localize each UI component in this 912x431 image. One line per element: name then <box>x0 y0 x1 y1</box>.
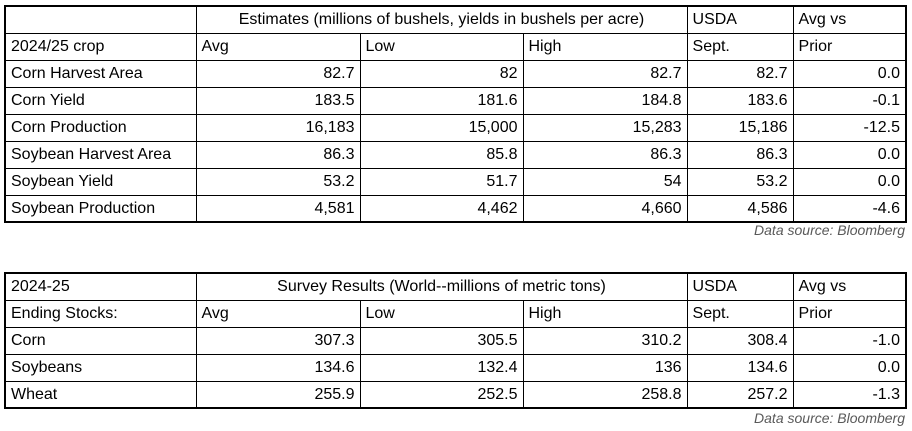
table-row: Soybean Yield 53.2 51.7 54 53.2 0.0 <box>4 167 907 196</box>
table-row: Corn Yield 183.5 181.6 184.8 183.6 -0.1 <box>4 86 907 115</box>
avg-vs-header: Avg vs <box>792 5 907 34</box>
column-header-prior: Prior <box>792 32 907 61</box>
table-row: Soybeans 134.6 132.4 136 134.6 0.0 <box>4 353 907 382</box>
ending-stocks-table: 2024-25 Survey Results (World--millions … <box>4 272 908 409</box>
value-cell: 82 <box>359 59 524 88</box>
data-source-note: Data source: Bloomberg <box>754 410 905 426</box>
estimates-table-title: Estimates (millions of bushels, yields i… <box>195 5 688 34</box>
value-cell: 15,000 <box>359 113 524 142</box>
value-cell: 82.7 <box>686 59 794 88</box>
row-label: Corn Production <box>4 113 197 142</box>
value-cell: 86.3 <box>195 140 361 169</box>
value-cell: 4,660 <box>522 194 688 223</box>
estimates-table-header: Estimates (millions of bushels, yields i… <box>4 5 907 61</box>
value-cell: 257.2 <box>686 380 794 409</box>
table-row: Soybean Production 4,581 4,462 4,660 4,586 -4… <box>4 194 907 223</box>
ending-stocks-table-container: 2024-25 Survey Results (World--millions … <box>4 272 908 409</box>
value-cell: 86.3 <box>522 140 688 169</box>
value-cell: 4,586 <box>686 194 794 223</box>
column-header-low: Low <box>359 299 524 328</box>
column-header-avg: Avg <box>195 299 361 328</box>
column-header-sept: Sept. <box>686 299 794 328</box>
value-cell: 258.8 <box>522 380 688 409</box>
ending-stocks-table-title: Survey Results (World--millions of metri… <box>195 272 688 301</box>
table-header-row-2: 2024/25 crop Avg Low High Sept. Prior <box>4 32 907 61</box>
usda-header: USDA <box>686 272 794 301</box>
avg-vs-header: Avg vs <box>792 272 907 301</box>
row-label: Soybean Production <box>4 194 197 223</box>
row-label: Corn Harvest Area <box>4 59 197 88</box>
value-cell: 181.6 <box>359 86 524 115</box>
value-cell: 183.6 <box>686 86 794 115</box>
column-header-sept: Sept. <box>686 32 794 61</box>
value-cell: 305.5 <box>359 326 524 355</box>
column-header-prior: Prior <box>792 299 907 328</box>
table-header-row-2: Ending Stocks: Avg Low High Sept. Prior <box>4 299 907 328</box>
value-cell: 15,186 <box>686 113 794 142</box>
value-cell: 16,183 <box>195 113 361 142</box>
value-cell: 183.5 <box>195 86 361 115</box>
value-cell: 132.4 <box>359 353 524 382</box>
table-row: Corn Harvest Area 82.7 82 82.7 82.7 0.0 <box>4 59 907 88</box>
value-cell: 255.9 <box>195 380 361 409</box>
column-header-low: Low <box>359 32 524 61</box>
value-cell: 4,462 <box>359 194 524 223</box>
column-header-high: High <box>522 32 688 61</box>
value-cell: 82.7 <box>522 59 688 88</box>
value-cell: 86.3 <box>686 140 794 169</box>
value-cell: 82.7 <box>195 59 361 88</box>
value-cell: 53.2 <box>195 167 361 196</box>
usda-header: USDA <box>686 5 794 34</box>
value-cell: 136 <box>522 353 688 382</box>
data-source-note: Data source: Bloomberg <box>754 222 905 238</box>
column-header-high: High <box>522 299 688 328</box>
value-cell: 0.0 <box>792 59 907 88</box>
value-cell: 54 <box>522 167 688 196</box>
ending-stocks-table-header: 2024-25 Survey Results (World--millions … <box>4 272 907 328</box>
value-cell: -1.0 <box>792 326 907 355</box>
value-cell: 310.2 <box>522 326 688 355</box>
value-cell: -1.3 <box>792 380 907 409</box>
value-cell: 85.8 <box>359 140 524 169</box>
value-cell: 184.8 <box>522 86 688 115</box>
value-cell: 134.6 <box>686 353 794 382</box>
estimates-table: Estimates (millions of bushels, yields i… <box>4 5 908 223</box>
row-label: Wheat <box>4 380 197 409</box>
table-row: Wheat 255.9 252.5 258.8 257.2 -1.3 <box>4 380 907 409</box>
row-header-label: Ending Stocks: <box>4 299 197 328</box>
value-cell: 134.6 <box>195 353 361 382</box>
value-cell: 51.7 <box>359 167 524 196</box>
table-header-row-1: Estimates (millions of bushels, yields i… <box>4 5 907 34</box>
estimates-table-container: Estimates (millions of bushels, yields i… <box>4 5 908 223</box>
value-cell: -12.5 <box>792 113 907 142</box>
value-cell: 307.3 <box>195 326 361 355</box>
value-cell: 0.0 <box>792 167 907 196</box>
table-row: Soybean Harvest Area 86.3 85.8 86.3 86.3 0.0 <box>4 140 907 169</box>
corner-cell: 2024-25 <box>4 272 197 301</box>
ending-stocks-table-body: Corn 307.3 305.5 310.2 308.4 -1.0 Soybeans 134.… <box>4 326 907 409</box>
row-label: Soybean Yield <box>4 167 197 196</box>
value-cell: -4.6 <box>792 194 907 223</box>
table-row: Corn 307.3 305.5 310.2 308.4 -1.0 <box>4 326 907 355</box>
row-label: Soybean Harvest Area <box>4 140 197 169</box>
value-cell: 308.4 <box>686 326 794 355</box>
value-cell: 4,581 <box>195 194 361 223</box>
value-cell: 53.2 <box>686 167 794 196</box>
value-cell: 0.0 <box>792 140 907 169</box>
table-row: Corn Production 16,183 15,000 15,283 15,186-… <box>4 113 907 142</box>
value-cell: 15,283 <box>522 113 688 142</box>
value-cell: 252.5 <box>359 380 524 409</box>
value-cell: -0.1 <box>792 86 907 115</box>
row-label: Corn <box>4 326 197 355</box>
estimates-table-body: Corn Harvest Area 82.7 82 82.7 82.7 0.0 Corn Y… <box>4 59 907 223</box>
row-label: Corn Yield <box>4 86 197 115</box>
row-label: Soybeans <box>4 353 197 382</box>
row-header-label: 2024/25 crop <box>4 32 197 61</box>
corner-cell <box>4 5 197 34</box>
column-header-avg: Avg <box>195 32 361 61</box>
table-header-row-1: 2024-25 Survey Results (World--millions … <box>4 272 907 301</box>
value-cell: 0.0 <box>792 353 907 382</box>
